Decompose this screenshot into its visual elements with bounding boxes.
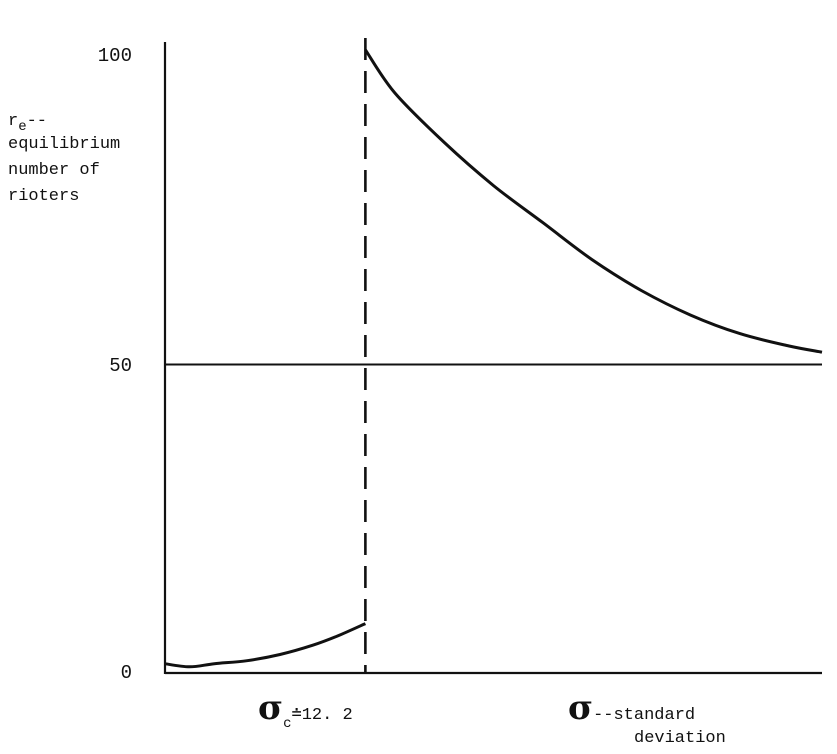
- ylabel-line: re--: [8, 112, 47, 135]
- ylabel-line: equilibrium: [8, 135, 120, 154]
- ylabel-dashes: --: [27, 112, 47, 131]
- ylabel-line: number of: [8, 161, 100, 180]
- xlabel-text: --standard: [593, 706, 695, 725]
- critical-value-label: σc≐12. 2: [258, 688, 353, 732]
- sigma-symbol: σ: [568, 688, 593, 728]
- critical-value-text: ≐12. 2: [291, 706, 352, 725]
- sigma-c-subscript: c: [283, 716, 291, 732]
- sigma-c-symbol: σ: [258, 688, 283, 728]
- series-below-critical: [164, 622, 367, 669]
- ylabel-symbol: r: [8, 112, 18, 131]
- series-above-critical: [364, 48, 823, 354]
- ytick-label: 0: [121, 662, 132, 684]
- ytick-label: 50: [109, 355, 132, 377]
- xlabel-line2: deviation: [634, 729, 726, 748]
- ylabel-subscript: e: [18, 119, 26, 135]
- xlabel: σ--standard: [568, 688, 695, 728]
- ytick-label: 100: [98, 45, 132, 67]
- ylabel-line: rioters: [8, 187, 79, 206]
